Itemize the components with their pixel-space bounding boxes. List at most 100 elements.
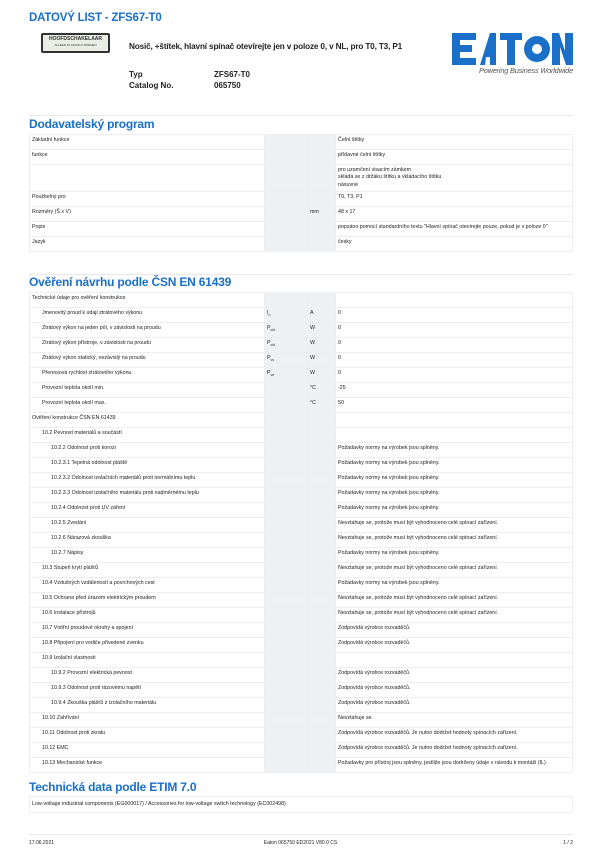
row-value: Požadavky normy na výrobek jsou splněny. <box>335 547 573 563</box>
row-unit: °C <box>307 397 336 413</box>
row-label: Ověření konstrukce ČSN EN 61439 <box>29 412 265 428</box>
row-label: 10.4 Vzdušných vzdáleností a povrchových… <box>29 577 265 593</box>
row-value: Zodpovídá výrobce rozvaděčů. <box>335 682 573 698</box>
table-row: Ztrátový výkon statický, nezávislý na pr… <box>29 352 573 368</box>
row-value: Čelní štítky <box>335 134 573 150</box>
table-row: 10.3 Stupeň krytí plášťů Nevztahuje se, p… <box>29 562 573 578</box>
row-unit <box>307 190 336 207</box>
row-symbol <box>264 442 308 458</box>
row-unit <box>307 637 336 653</box>
row-label: 10.2.3.1 Tepelná odolnost pláště <box>29 457 265 473</box>
row-value: přídavné čelní štítky <box>335 149 573 165</box>
typ-label: Typ <box>129 70 143 79</box>
row-unit <box>307 235 336 252</box>
row-label: 10.13 Mechanické funkce <box>29 757 265 773</box>
row-value: česky <box>335 235 573 252</box>
row-unit <box>307 682 336 698</box>
row-value: Zodpovídá výrobce rozvaděčů. <box>335 637 573 653</box>
row-label: Jmenovitý proud k údaji ztrátového výkon… <box>29 307 265 323</box>
row-symbol <box>264 547 308 563</box>
row-label: Základní funkce <box>29 134 265 150</box>
footer-page-number: 1 / 2 <box>563 840 573 846</box>
section-title-supplier-program: Dodavatelský program <box>29 117 155 131</box>
row-unit <box>307 472 336 488</box>
row-unit <box>307 742 336 758</box>
table-row: 10.9 Izolační vlastnosti <box>29 652 573 668</box>
table-row: 10.13 Mechanické funkce Požadavky pro pří… <box>29 757 573 773</box>
row-label: Ztrátový výkon přístroje, v závislosti n… <box>29 337 265 353</box>
row-value: Zodpovídá výrobce rozvaděčů. Je nutno do… <box>335 742 573 758</box>
row-symbol <box>264 235 308 252</box>
row-value: Zodpovídá výrobce rozvaděčů. Je nutno do… <box>335 727 573 743</box>
row-label: 10.2.2 Odolnost proti korozi <box>29 442 265 458</box>
row-label: 10.2.4 Odolnost proti UV záření <box>29 502 265 518</box>
row-value: 50 <box>335 397 573 413</box>
row-symbol <box>264 397 308 413</box>
value-line: násuvné <box>338 181 359 188</box>
etim-classification: Low-voltage industrial components (EG000… <box>29 796 573 813</box>
section-title-design-verification: Ověření návrhu podle ČSN EN 61439 <box>29 275 232 289</box>
row-value: 0 <box>335 322 573 338</box>
row-unit <box>307 517 336 533</box>
row-symbol: Pvid <box>264 322 308 338</box>
row-unit <box>307 532 336 548</box>
row-symbol <box>264 532 308 548</box>
row-unit <box>307 442 336 458</box>
table-row: 10.12 EMC Zodpovídá výrobce rozvaděčů. Je… <box>29 742 573 758</box>
table-row: 10.4 Vzdušných vzdáleností a povrchových… <box>29 577 573 593</box>
row-symbol <box>264 742 308 758</box>
row-value: Nevztahuje se, protože musí být vyhodnoc… <box>335 532 573 548</box>
row-unit <box>307 652 336 668</box>
table-row: 10.2.3.3 Odolnost izolačního materiálu p… <box>29 487 573 503</box>
table-row: 10.10 Zahřívání Nevztahuje se. <box>29 712 573 728</box>
row-symbol <box>264 292 308 308</box>
row-unit: W <box>307 367 336 383</box>
table-row: 10.2.7 Nápisy Požadavky normy na výrobek … <box>29 547 573 563</box>
row-unit: °C <box>307 382 336 398</box>
row-symbol: In <box>264 307 308 323</box>
row-value: Požadavky normy na výrobek jsou splněny. <box>335 457 573 473</box>
row-symbol <box>264 757 308 773</box>
row-symbol <box>264 502 308 518</box>
row-symbol <box>264 607 308 623</box>
row-unit <box>307 577 336 593</box>
row-unit <box>307 667 336 683</box>
row-value: Nevztahuje se, protože musí být vyhodnoc… <box>335 562 573 578</box>
value-line: přídavné čelní štítky <box>338 152 386 158</box>
row-unit <box>307 220 336 237</box>
table-row: 10.7 Vnitřní proudové okruhy a spojení Zo… <box>29 622 573 638</box>
table-row: 10.2.2 Odolnost proti korozi Požadavky no… <box>29 442 573 458</box>
row-label: 10.9 Izolační vlastnosti <box>29 652 265 668</box>
row-value: Požadavky normy na výrobek jsou splněny. <box>335 487 573 503</box>
row-label <box>29 164 265 192</box>
row-symbol <box>264 487 308 503</box>
row-symbol <box>264 412 308 428</box>
row-symbol <box>264 577 308 593</box>
row-label: Přenosová rychlost ztrátového výkonu <box>29 367 265 383</box>
row-unit: A <box>307 307 336 323</box>
row-symbol <box>264 517 308 533</box>
row-label: 10.9.2 Provozní elektrická pevnost <box>29 667 265 683</box>
row-symbol <box>264 697 308 713</box>
symbol: P <box>267 325 271 331</box>
eaton-logo <box>452 33 573 65</box>
table-row: 10.8 Připojení pro vodiče přivedené zven… <box>29 637 573 653</box>
table-row: Provozní teplota okolí min. °C -25 <box>29 382 573 398</box>
row-unit <box>307 697 336 713</box>
row-label: Použitelný pro <box>29 190 265 207</box>
row-value: pro uzamčení visacím zámkem skládá se z d… <box>335 164 573 192</box>
symbol: I <box>267 310 269 316</box>
row-symbol <box>264 472 308 488</box>
row-symbol <box>264 205 308 222</box>
row-value: T0, T3, P1 <box>335 190 573 207</box>
row-unit <box>307 547 336 563</box>
table-row: 10.2.3.1 Tepelná odolnost pláště Požadavk… <box>29 457 573 473</box>
table-row: Rozměry (Š x V) mm 48 x 17 <box>29 205 573 222</box>
row-symbol <box>264 622 308 638</box>
row-value: Nevztahuje se. <box>335 712 573 728</box>
row-unit: W <box>307 337 336 353</box>
product-image: HOOFDSCHAKELAAR ALLEEN IN STAND 0 OPENEN <box>41 33 110 53</box>
row-label: 10.8 Připojení pro vodiče přivedené zven… <box>29 637 265 653</box>
table-row: Jazyk česky <box>29 235 573 252</box>
row-value: Požadavky normy na výrobek jsou splněny. <box>335 502 573 518</box>
